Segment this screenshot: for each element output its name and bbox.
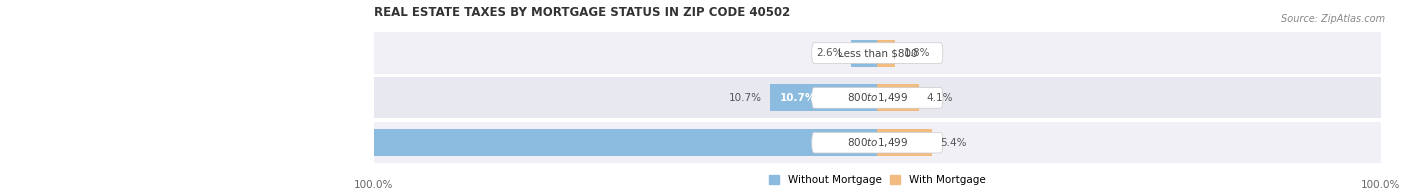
FancyBboxPatch shape xyxy=(811,88,943,108)
FancyBboxPatch shape xyxy=(811,132,943,153)
Bar xyxy=(374,77,1381,118)
Bar xyxy=(877,40,896,66)
Text: 5.4%: 5.4% xyxy=(939,138,966,148)
Text: $800 to $1,499: $800 to $1,499 xyxy=(846,91,908,104)
Text: Source: ZipAtlas.com: Source: ZipAtlas.com xyxy=(1281,14,1385,24)
Bar xyxy=(769,84,877,111)
Text: Less than $800: Less than $800 xyxy=(838,48,917,58)
Text: 2.6%: 2.6% xyxy=(817,48,844,58)
Bar xyxy=(374,33,1381,74)
Bar xyxy=(877,129,932,156)
Text: 4.1%: 4.1% xyxy=(927,93,953,103)
Bar xyxy=(877,84,918,111)
Text: $800 to $1,499: $800 to $1,499 xyxy=(846,136,908,149)
Text: REAL ESTATE TAXES BY MORTGAGE STATUS IN ZIP CODE 40502: REAL ESTATE TAXES BY MORTGAGE STATUS IN … xyxy=(374,5,790,19)
Text: 1.8%: 1.8% xyxy=(904,48,929,58)
Text: 10.7%: 10.7% xyxy=(780,93,815,103)
Text: 84.8%: 84.8% xyxy=(34,138,70,148)
Legend: Without Mortgage, With Mortgage: Without Mortgage, With Mortgage xyxy=(765,171,990,189)
FancyBboxPatch shape xyxy=(811,43,943,63)
Bar xyxy=(851,40,877,66)
Text: 10.7%: 10.7% xyxy=(728,93,762,103)
Bar xyxy=(374,122,1381,163)
Bar xyxy=(24,129,877,156)
